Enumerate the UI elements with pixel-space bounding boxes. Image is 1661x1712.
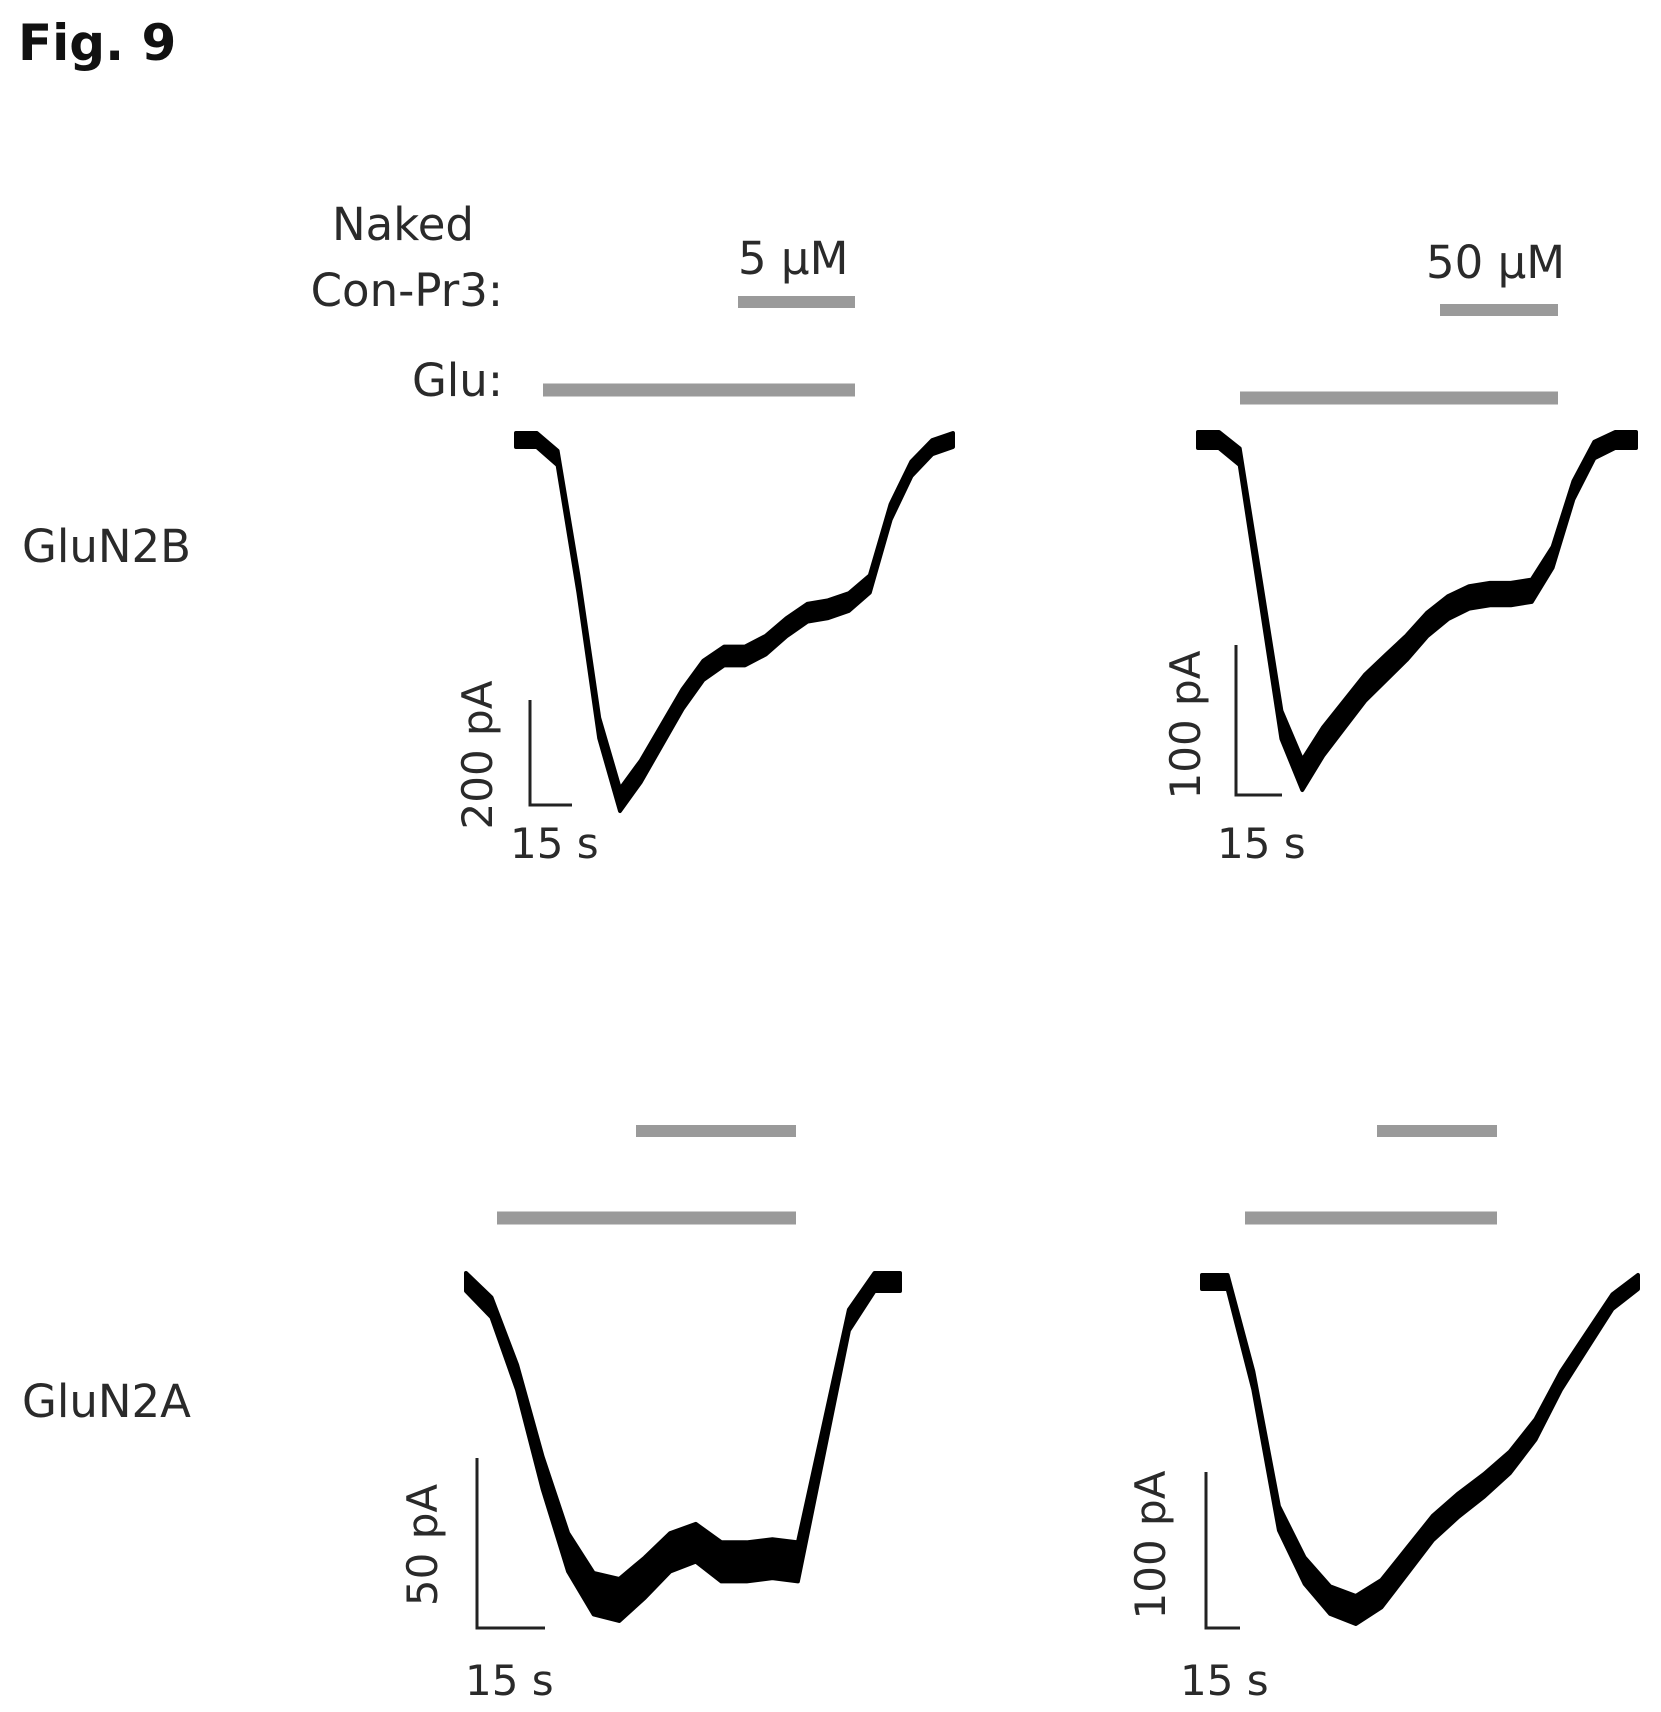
scale-bar-y-label: 100 pA [1161,650,1210,799]
scale-bar [528,700,572,807]
scale-bar-x-label: 15 s [1180,1656,1269,1705]
scale-bar-x-label: 15 s [510,819,599,868]
label-conpr3: Con-Pr3: [310,264,503,317]
scale-bar [475,1458,545,1630]
scale-bar [1234,645,1282,797]
current-trace [1200,1273,1640,1626]
current-trace [464,1271,902,1623]
scale-bar-y-label: 100 pA [1126,1470,1175,1619]
row-label-glun2a: GluN2A [22,1375,191,1428]
label-naked: Naked [332,198,474,251]
concentration-label-5um: 5 µM [738,232,849,285]
scale-bar-x-label: 15 s [1217,819,1306,868]
current-trace [1196,430,1638,792]
scale-bar [1204,1472,1240,1630]
current-trace [514,431,955,813]
scale-bar-y-label: 200 pA [453,680,502,829]
scale-bar-x-label: 15 s [465,1656,554,1705]
row-label-glun2b: GluN2B [22,520,192,573]
label-glu: Glu: [411,354,503,407]
figure-title: Fig. 9 [18,14,177,72]
scale-bar-y-label: 50 pA [398,1484,447,1606]
concentration-label-50um: 50 µM [1426,236,1566,289]
